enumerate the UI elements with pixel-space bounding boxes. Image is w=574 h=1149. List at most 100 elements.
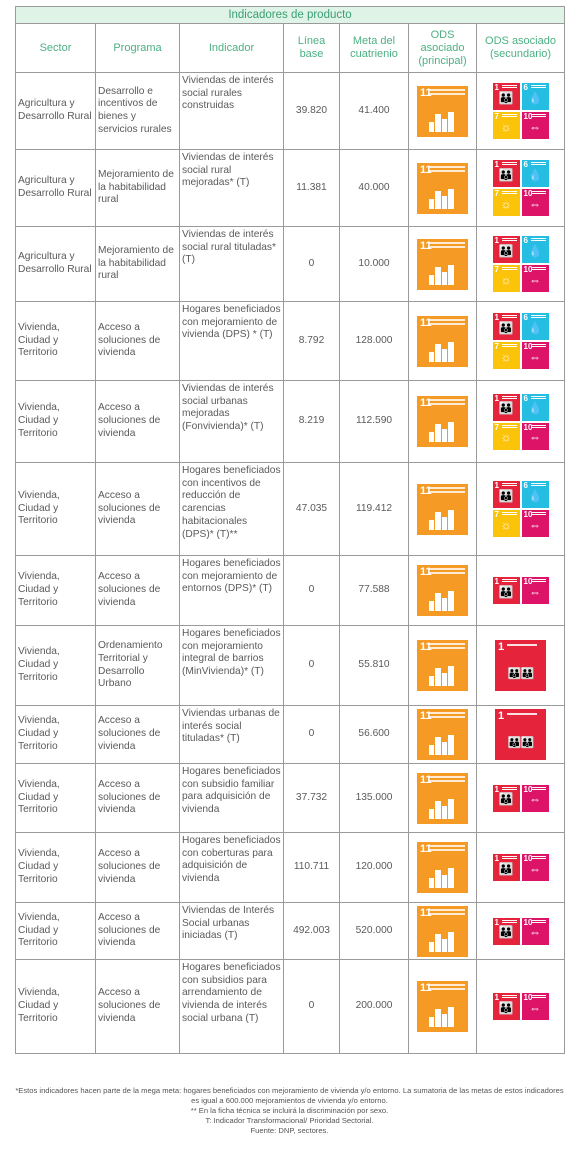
cell-programa: Acceso a soluciones de vivienda: [95, 902, 180, 960]
table-body: Agricultura y Desarrollo Rural Desarrollo…: [15, 72, 566, 1054]
product-indicators-table: Indicadores de producto Sector Programa …: [14, 6, 566, 1054]
sdg-secondary-pair: 1 👪 10 ⇔: [492, 993, 549, 1020]
cell-linea-base: 0: [283, 959, 340, 1054]
cell-ods-principal: 11: [408, 625, 477, 706]
cell-ods-principal: 11: [408, 462, 477, 556]
cell-sector: Agricultura y Desarrollo Rural: [15, 226, 96, 302]
sdg-11-sustainable-cities-icon: 11: [417, 315, 468, 367]
sdg-10-icon: 10 ⇔: [521, 577, 549, 604]
cell-indicador: Hogares beneficiados con mejoramiento de…: [179, 555, 284, 626]
cell-linea-base: 8.219: [283, 380, 340, 463]
cell-programa: Acceso a soluciones de vivienda: [95, 380, 180, 463]
sdg-10-icon: 10 ⇔: [521, 917, 549, 945]
note-source: Fuente: DNP, sectores.: [250, 1126, 329, 1135]
cell-ods-principal: 11: [408, 301, 477, 381]
sdg-secondary-grid: 1 👪 6 💧 7 ☼ 10 ⇔: [492, 236, 549, 292]
cell-meta: 128.000: [339, 301, 409, 381]
sdg-1-icon: 1 👪: [492, 481, 520, 508]
sdg-10-icon: 10 ⇔: [521, 784, 549, 812]
sdg-11-sustainable-cities-icon: 11: [417, 709, 468, 760]
sdg-11-sustainable-cities-icon: 11: [417, 162, 468, 214]
sdg-7-icon: 7 ☼: [492, 422, 520, 450]
cell-sector: Vivienda, Ciudad y Territorio: [15, 832, 96, 903]
cell-ods-principal: 11: [408, 832, 477, 903]
cell-sector: Vivienda, Ciudad y Territorio: [15, 705, 96, 764]
cell-meta: 520.000: [339, 902, 409, 960]
cell-programa: Mejoramiento de la habitabilidad rural: [95, 149, 180, 227]
sdg-secondary-grid: 1 👪 6 💧 7 ☼ 10 ⇔: [492, 393, 549, 450]
cell-meta: 120.000: [339, 832, 409, 903]
sdg-6-icon: 6 💧: [521, 160, 549, 187]
cell-ods-secundario: 1 👪 10 ⇔: [475, 763, 566, 833]
cell-programa: Acceso a soluciones de vivienda: [95, 301, 180, 381]
sdg-secondary-grid: 1 👪 6 💧 7 ☼ 10 ⇔: [492, 313, 549, 369]
sdg-10-icon: 10 ⇔: [521, 993, 549, 1020]
cell-sector: Vivienda, Ciudad y Territorio: [15, 625, 96, 706]
table-row: Vivienda, Ciudad y Territorio Acceso a so…: [15, 462, 566, 556]
cell-programa: Acceso a soluciones de vivienda: [95, 832, 180, 903]
sdg-secondary-pair: 1 👪 10 ⇔: [492, 577, 549, 604]
cell-ods-secundario: 1 👪 6 💧 7 ☼ 10 ⇔: [475, 226, 566, 302]
sdg-1-icon: 1 👪: [492, 83, 520, 110]
cell-meta: 55.810: [339, 625, 409, 706]
header-sector: Sector: [15, 23, 96, 73]
cell-sector: Vivienda, Ciudad y Territorio: [15, 959, 96, 1054]
sdg-6-icon: 6 💧: [521, 481, 549, 508]
cell-ods-principal: 11: [408, 72, 477, 150]
cell-indicador: Hogares beneficiados con subsidio famili…: [179, 763, 284, 833]
cell-indicador: Hogares beneficiados con subsidios para …: [179, 959, 284, 1054]
cell-programa: Acceso a soluciones de vivienda: [95, 763, 180, 833]
table-row: Agricultura y Desarrollo Rural Mejoramien…: [15, 226, 566, 302]
cell-ods-secundario: 1 👪 10 ⇔: [475, 832, 566, 903]
sdg-7-icon: 7 ☼: [492, 342, 520, 369]
cell-ods-secundario: 1 👪 6 💧 7 ☼ 10 ⇔: [475, 462, 566, 556]
cell-linea-base: 8.792: [283, 301, 340, 381]
cell-ods-secundario: 1 👪 6 💧 7 ☼ 10 ⇔: [475, 149, 566, 227]
table-row: Vivienda, Ciudad y Territorio Acceso a so…: [15, 902, 566, 960]
note-mega-meta: *Estos indicadores hacen parte de la meg…: [15, 1086, 564, 1105]
cell-linea-base: 0: [283, 226, 340, 302]
sdg-11-sustainable-cities-icon: 11: [417, 772, 468, 824]
cell-programa: Acceso a soluciones de vivienda: [95, 705, 180, 764]
cell-sector: Vivienda, Ciudad y Territorio: [15, 555, 96, 626]
sdg-1-icon: 1 👪: [492, 160, 520, 187]
sdg-11-sustainable-cities-icon: 11: [417, 905, 468, 957]
table-row: Vivienda, Ciudad y Territorio Acceso a so…: [15, 705, 566, 764]
cell-programa: Acceso a soluciones de vivienda: [95, 959, 180, 1054]
cell-ods-secundario: 1 👪 10 ⇔: [475, 902, 566, 960]
cell-ods-principal: 11: [408, 902, 477, 960]
product-indicators-table-wrapper: Indicadores de producto Sector Programa …: [14, 6, 566, 1054]
cell-indicador: Hogares beneficiados con mejoramiento de…: [179, 301, 284, 381]
cell-indicador: Viviendas de Interés Social urbanas inic…: [179, 902, 284, 960]
sdg-10-icon: 10 ⇔: [521, 112, 549, 139]
cell-meta: 41.400: [339, 72, 409, 150]
cell-sector: Agricultura y Desarrollo Rural: [15, 149, 96, 227]
cell-linea-base: 0: [283, 705, 340, 764]
cell-ods-secundario: 1 👪 10 ⇔: [475, 959, 566, 1054]
cell-indicador: Hogares beneficiados con coberturas para…: [179, 832, 284, 903]
cell-programa: Desarrollo e incentivos de bienes y serv…: [95, 72, 180, 150]
header-row: Sector Programa Indicador Línea base Met…: [15, 23, 566, 73]
header-meta: Meta del cuatrienio: [339, 23, 409, 73]
cell-meta: 77.588: [339, 555, 409, 626]
sdg-1-icon: 1 👪: [492, 313, 520, 340]
sdg-secondary-grid: 1 👪 6 💧 7 ☼ 10 ⇔: [492, 481, 549, 537]
cell-linea-base: 0: [283, 625, 340, 706]
cell-linea-base: 11.381: [283, 149, 340, 227]
sdg-1-icon: 1 👪: [492, 917, 520, 945]
table-row: Vivienda, Ciudad y Territorio Acceso a so…: [15, 763, 566, 833]
sdg-10-icon: 10 ⇔: [521, 510, 549, 537]
sdg-1-icon: 1 👪: [492, 854, 520, 881]
cell-ods-principal: 11: [408, 226, 477, 302]
cell-indicador: Viviendas de interés social rural mejora…: [179, 149, 284, 227]
cell-ods-secundario: 1 👪 10 ⇔: [475, 555, 566, 626]
sdg-11-sustainable-cities-icon: 11: [417, 396, 468, 447]
header-ods-principal: ODS asociado (principal): [408, 23, 477, 73]
cell-indicador: Viviendas urbanas de interés social titu…: [179, 705, 284, 764]
cell-ods-secundario: 1 👪👪: [475, 705, 566, 764]
cell-indicador: Viviendas de interés social urbanas mejo…: [179, 380, 284, 463]
cell-programa: Mejoramiento de la habitabilidad rural: [95, 226, 180, 302]
sdg-1-icon: 1 👪: [492, 784, 520, 812]
sdg-10-icon: 10 ⇔: [521, 189, 549, 216]
sdg-7-icon: 7 ☼: [492, 112, 520, 139]
